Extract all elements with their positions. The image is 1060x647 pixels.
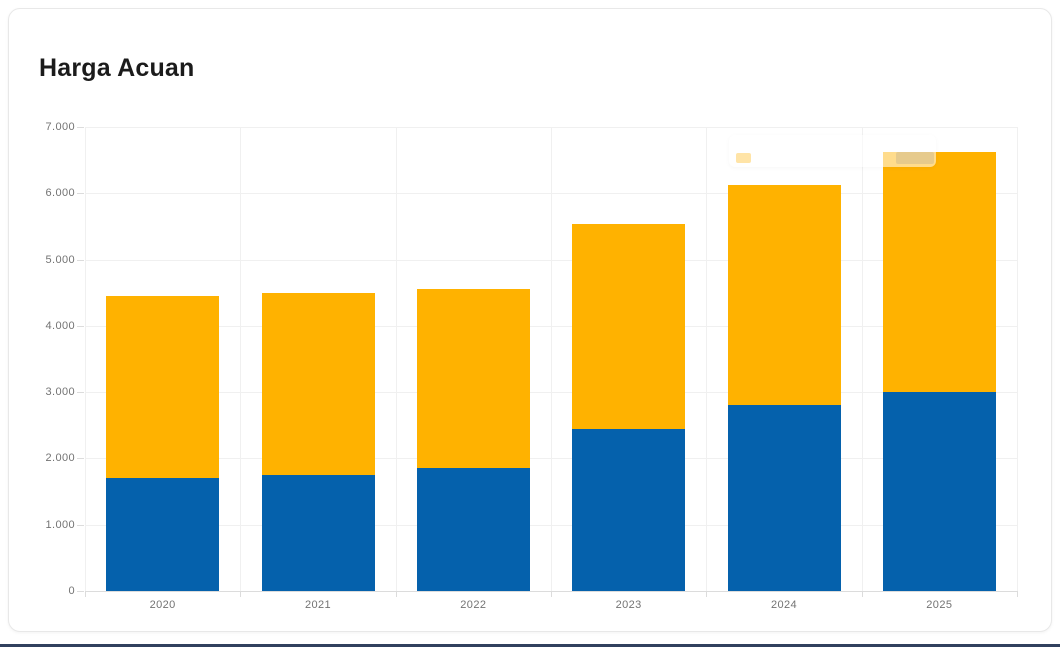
page-title: Harga Acuan [39,53,195,82]
bar-segment-2021-series-2-orange[interactable] [261,292,375,475]
y-axis-label: 6.000 [45,187,75,200]
x-tick-5 [861,591,863,597]
bar-segment-2023-series-1-blue[interactable] [572,428,686,591]
x-gridline-2 [395,127,397,591]
bar-segment-2024-series-2-orange[interactable] [727,185,841,406]
bar-segment-2021-series-1-blue[interactable] [261,475,375,591]
bar-segment-2023-series-2-orange[interactable] [572,224,686,429]
bar-segment-2022-series-1-blue[interactable] [416,468,530,591]
y-axis-label: 5.000 [45,253,75,266]
x-axis-label-2023: 2023 [615,599,642,611]
y-axis-label: 3.000 [45,386,75,399]
bar-segment-2025-series-1-blue[interactable] [882,392,996,591]
chart: 0 1.000 2.000 3.000 4.000 5.000 6.000 7.000 2020… [9,9,1051,631]
y-axis-label: 4.000 [45,319,75,332]
x-gridline-5 [861,127,863,591]
x-axis-label-2020: 2020 [149,599,176,611]
x-tick-1 [240,591,242,597]
bar-segment-2020-series-2-orange[interactable] [106,296,220,479]
x-tick-6 [1017,591,1018,597]
x-gridline-1 [240,127,242,591]
tooltip-ghost [729,135,936,167]
tooltip-swatch-icon [736,153,751,163]
x-gridline-3 [551,127,552,591]
x-axis-label-2025: 2025 [926,599,953,611]
x-gridline-6 [1017,127,1018,591]
x-tick-3 [551,591,552,597]
x-axis-label-2021: 2021 [304,599,332,611]
y-tick-1000 [77,524,84,526]
x-tick-0 [85,591,86,597]
x-gridline-0 [85,127,86,591]
bar-segment-2024-series-1-blue[interactable] [727,405,841,591]
harga-acuan-card: Harga Acuan 0 1.000 2.000 3.000 4.000 5.000 6.… [8,8,1052,632]
y-tick-7000 [77,127,84,128]
bar-segment-2022-series-2-orange[interactable] [416,289,530,469]
footer-strip [0,644,1060,647]
x-tick-4 [706,591,708,597]
x-axis-label-2024: 2024 [770,599,798,611]
y-tick-2000 [77,458,84,460]
x-axis-label-2022: 2022 [460,599,487,611]
x-tick-2 [395,591,397,597]
x-gridline-4 [706,127,708,591]
y-tick-5000 [77,259,84,261]
y-tick-4000 [77,325,84,327]
y-axis-label: 7.000 [45,121,75,133]
y-tick-3000 [77,392,84,394]
tooltip-text-ghost [896,152,934,164]
y-tick-6000 [77,193,84,195]
y-axis-label: 1.000 [45,518,75,531]
y-axis-label: 0 [68,585,75,597]
y-tick-0 [77,591,84,592]
bar-segment-2025-series-2-orange[interactable] [882,151,996,393]
bar-segment-2020-series-1-blue[interactable] [106,478,220,591]
y-axis-label: 2.000 [45,452,75,465]
